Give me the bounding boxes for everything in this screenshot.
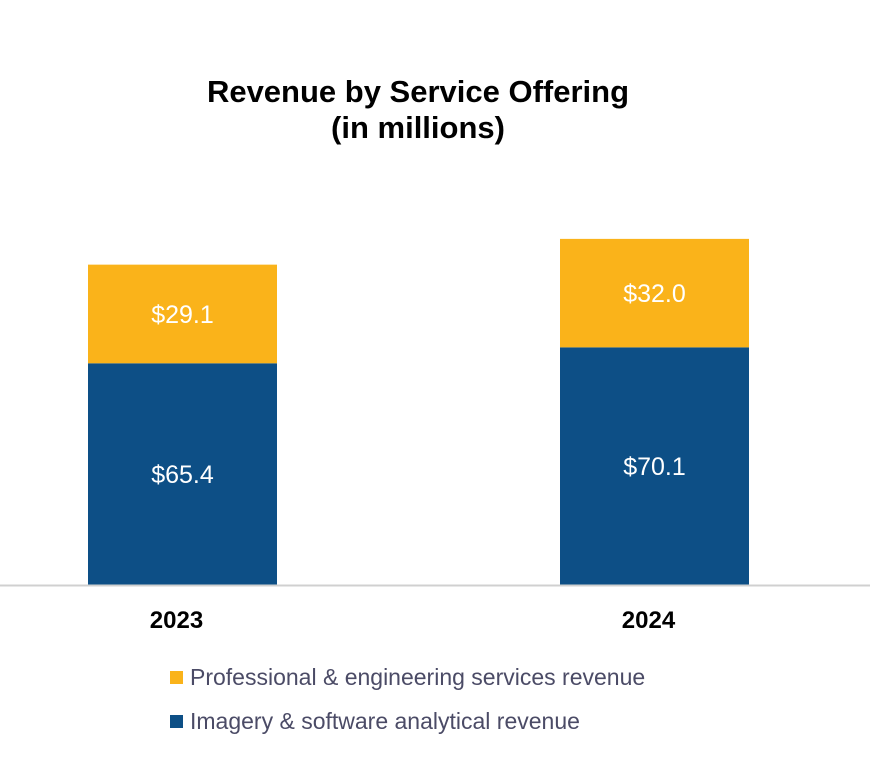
- chart-title-main: Revenue by Service Offering: [206, 74, 630, 109]
- legend: Professional & engineering services reve…: [170, 655, 645, 743]
- chart-subtitle: (in millions): [331, 110, 505, 145]
- data-label: $32.0: [623, 280, 686, 308]
- bar-segment: [560, 347, 749, 585]
- x-tick-label: 2023: [150, 607, 203, 634]
- chart-plot: $65.4 $29.1 2023 $70.1 $32.0 2024: [0, 238, 870, 634]
- bar-segment: [560, 238, 749, 348]
- legend-label: Professional & engineering services reve…: [190, 663, 646, 690]
- data-label: $65.4: [151, 461, 214, 489]
- bar-segment: [88, 363, 277, 585]
- data-label: $29.1: [151, 301, 214, 329]
- legend-label: Imagery & software analytical revenue: [190, 707, 580, 734]
- legend-item-imagery: Imagery & software analytical revenue: [170, 699, 645, 743]
- chart-title: Revenue by Service Offering (in millions…: [0, 74, 836, 146]
- data-label: $70.1: [623, 453, 686, 481]
- legend-swatch: [170, 714, 183, 728]
- x-tick-label: 2024: [622, 607, 676, 634]
- legend-item-professional: Professional & engineering services reve…: [170, 655, 645, 699]
- bar-segment: [88, 264, 277, 364]
- legend-swatch: [170, 670, 183, 684]
